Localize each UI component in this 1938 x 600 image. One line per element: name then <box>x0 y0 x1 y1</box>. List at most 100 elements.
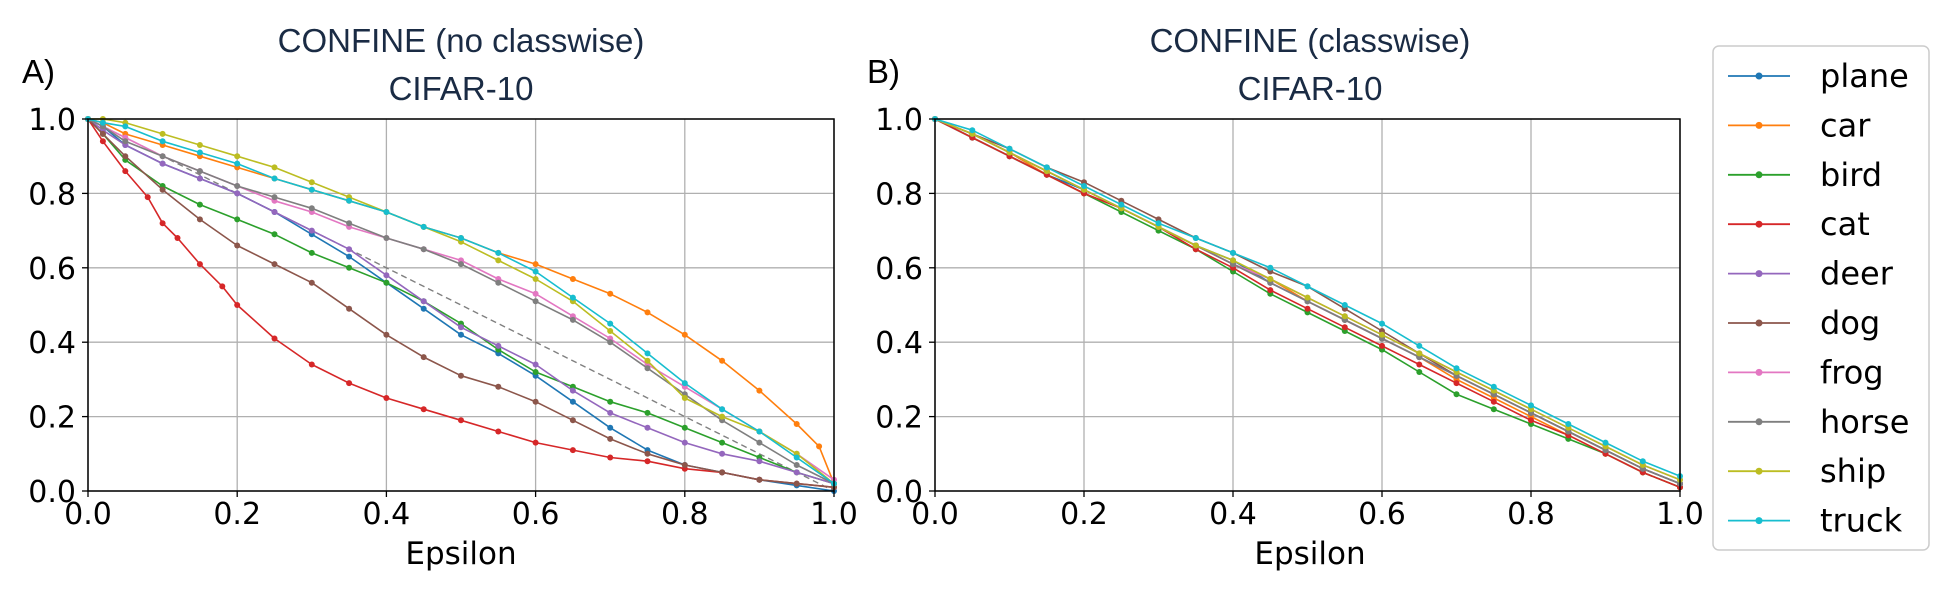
data-point-truck <box>495 249 502 256</box>
panel-b-xlabel: Epsilon <box>1254 536 1365 572</box>
data-point-horse <box>458 261 464 268</box>
data-point-horse <box>196 168 203 175</box>
legend-swatch-marker <box>1755 72 1763 80</box>
data-point-deer <box>756 458 763 465</box>
data-point-dog <box>99 130 106 137</box>
legend-swatch-marker <box>1755 467 1763 475</box>
data-point-truck <box>1379 320 1385 327</box>
data-point-dog <box>495 383 502 390</box>
data-point-deer <box>458 324 464 331</box>
legend-swatch-marker <box>1755 517 1763 525</box>
data-point-horse <box>532 298 539 305</box>
data-point-cat <box>607 454 614 461</box>
data-point-dog <box>196 216 203 223</box>
legend-label: car <box>1820 106 1871 144</box>
data-point-horse <box>756 439 763 446</box>
data-point-truck <box>1602 439 1609 446</box>
data-point-horse <box>644 365 651 372</box>
data-point-car <box>532 261 539 268</box>
data-point-truck <box>607 320 614 327</box>
data-point-truck <box>99 119 106 126</box>
data-point-horse <box>793 462 800 468</box>
data-point-truck <box>234 160 241 167</box>
panel-a-xtick-label: 0.8 <box>661 497 709 532</box>
data-point-bird <box>346 264 353 271</box>
data-point-horse <box>234 183 241 189</box>
panel-b-xtick-label: 0.0 <box>911 497 959 532</box>
panel-a: A) CONFINE (no classwise) CIFAR-10 0.0 0.… <box>22 22 858 572</box>
panel-b-xtick-label: 1.0 <box>1656 497 1704 532</box>
data-point-truck <box>969 127 976 134</box>
data-point-truck <box>1006 145 1013 152</box>
data-point-cat <box>495 428 502 435</box>
data-point-bird <box>383 279 390 286</box>
data-point-dog <box>458 372 464 379</box>
data-point-bird <box>308 249 315 256</box>
data-point-cat <box>1341 324 1348 331</box>
data-point-frog <box>532 290 539 297</box>
panel-b-ytick-label: 0.2 <box>875 401 923 436</box>
series-horse <box>85 116 837 487</box>
panel-b-xtick-label: 0.4 <box>1209 497 1257 532</box>
data-point-deer <box>569 387 576 394</box>
data-point-bird <box>644 409 651 416</box>
data-point-ship <box>308 179 315 186</box>
data-point-ship <box>196 142 203 148</box>
panel-a-title-line1: CONFINE (no classwise) <box>278 22 645 59</box>
data-point-cat <box>1304 305 1311 312</box>
legend-item-bird: bird <box>1728 156 1882 194</box>
data-point-cat <box>234 302 241 308</box>
panel-a-series <box>85 116 837 494</box>
legend-swatch-marker <box>1755 368 1763 376</box>
panel-a-ticks: 0.0 0.2 0.4 0.6 0.8 1.0 0.0 0.2 0.4 0.6 0.8 1.0 <box>28 103 858 532</box>
data-point-cat <box>271 335 278 342</box>
data-point-truck <box>1267 264 1274 271</box>
legend-box <box>1712 45 1930 551</box>
data-point-car <box>793 421 800 427</box>
data-point-truck <box>1155 220 1162 227</box>
panel-a-reference-line <box>87 118 835 492</box>
series-dog <box>85 116 837 491</box>
panel-a-xlabel: Epsilon <box>405 536 516 572</box>
panel-b: B) CONFINE (classwise) CIFAR-10 0.0 0.2 0.… <box>867 22 1704 572</box>
legend-label: bird <box>1820 156 1882 194</box>
legend-item-plane: plane <box>1728 57 1909 95</box>
data-point-cat <box>1453 380 1460 387</box>
data-point-horse <box>569 316 576 323</box>
data-point-truck <box>1304 283 1311 290</box>
data-point-horse <box>495 279 502 286</box>
data-point-plane <box>569 398 576 405</box>
data-point-ship <box>1192 242 1199 249</box>
data-point-cat <box>99 138 106 145</box>
data-point-deer <box>308 227 315 234</box>
legend-items: plane car bird cat deer dog frog horse ship truck <box>1728 57 1909 540</box>
data-point-dog <box>383 331 390 338</box>
data-point-dog <box>159 186 166 193</box>
data-point-car <box>569 276 576 282</box>
legend-item-deer: deer <box>1728 255 1894 293</box>
panel-b-ytick-label: 1.0 <box>875 103 923 138</box>
series-ship <box>932 116 1683 483</box>
legend-swatch-marker <box>1755 270 1763 278</box>
data-point-truck <box>122 123 129 130</box>
panel-b-ytick-label: 0.0 <box>875 475 923 510</box>
data-point-horse <box>308 205 315 212</box>
data-point-deer <box>196 175 203 182</box>
data-point-bird <box>1416 369 1423 375</box>
data-point-car <box>681 331 688 338</box>
data-point-plane <box>346 253 353 260</box>
legend-swatch-marker <box>1755 220 1763 228</box>
data-point-horse <box>607 339 614 346</box>
data-point-deer <box>644 424 651 431</box>
data-point-dog <box>308 279 315 286</box>
data-point-deer <box>719 450 726 457</box>
data-point-truck <box>1528 402 1534 409</box>
data-point-cat <box>569 447 576 454</box>
data-point-truck <box>420 223 427 230</box>
data-point-truck <box>271 175 278 182</box>
data-point-truck <box>719 406 726 413</box>
data-point-deer <box>346 246 353 253</box>
data-point-truck <box>1043 164 1050 171</box>
data-point-dog <box>271 261 278 268</box>
